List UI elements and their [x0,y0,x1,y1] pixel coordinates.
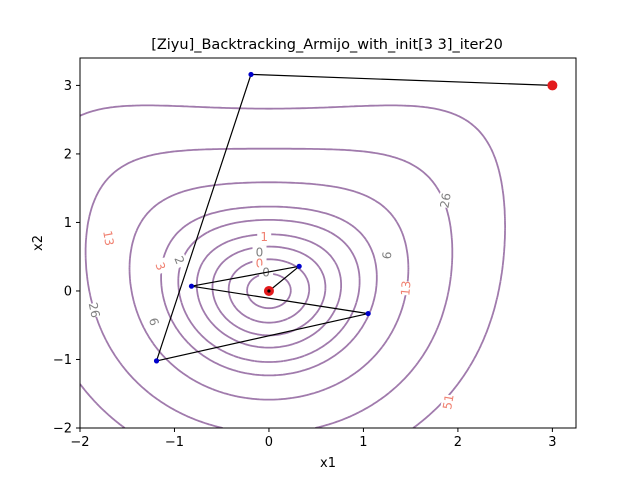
iterate-point [296,263,302,269]
contour-label-gap [145,313,163,331]
y-axis-label: x2 [31,235,46,251]
contour-line [80,104,506,428]
y-tick-label: 2 [64,147,72,162]
x-axis-label: x1 [320,456,336,471]
contour-label-gap [398,280,414,296]
contour-label: 26 [86,301,103,319]
contour-line [160,205,378,377]
contour-label-gap [170,251,189,270]
contour-line [211,245,327,337]
y-tick-label: 3 [64,79,72,94]
contour-label: 0 [256,246,264,260]
contour-label: 1 [260,230,268,244]
contour-label-gap [379,247,395,263]
x-tick-label: 1 [359,435,367,450]
iterate-point [153,358,160,364]
contour-label: 13 [100,229,116,246]
contour-line [177,219,361,363]
y-tick-label: −2 [53,422,72,437]
contour-label-gap [100,230,117,247]
chart-title: [Ziyu]_Backtracking_Armijo_with_init[3 3… [151,37,503,53]
iterate-point [248,71,254,78]
contour-label: 3 [152,260,168,272]
y-axis: −2 −1 0 1 2 3 [53,79,80,437]
end-point-center [267,289,271,293]
x-axis: −2 −1 0 1 2 3 [70,428,557,450]
x-tick-label: 3 [548,435,556,450]
contour-label-gap [85,301,103,319]
contour-label: 6 [146,316,162,327]
contour-label: 6 [380,251,395,260]
contour-label-gap [151,257,170,276]
iterate-point [365,310,371,317]
iterate-point [188,283,195,289]
contour-label-gap [440,393,457,411]
contour-label: 13 [398,280,413,296]
contour-line [195,233,342,349]
iterate-path-layer [153,71,558,364]
contour-line [246,272,292,310]
contour-line [84,147,454,428]
y-tick-label: −1 [53,353,72,368]
contour-label: 0 [256,257,264,271]
contour-label-gap [437,192,454,209]
contour-label: 26 [437,192,453,209]
x-tick-label: 2 [454,435,462,450]
contour-label-gap [257,229,272,244]
start-point-marker [547,80,558,91]
x-tick-label: 0 [265,435,273,450]
x-tick-label: −1 [165,435,184,450]
contour-line [128,181,410,401]
plot-frame [79,57,577,429]
contour-label: 51 [440,393,456,410]
contour-layer [80,104,506,428]
y-tick-label: 0 [64,284,72,299]
x-tick-label: −2 [70,435,89,450]
y-tick-label: 1 [64,216,72,231]
contour-label-gap [252,245,267,260]
